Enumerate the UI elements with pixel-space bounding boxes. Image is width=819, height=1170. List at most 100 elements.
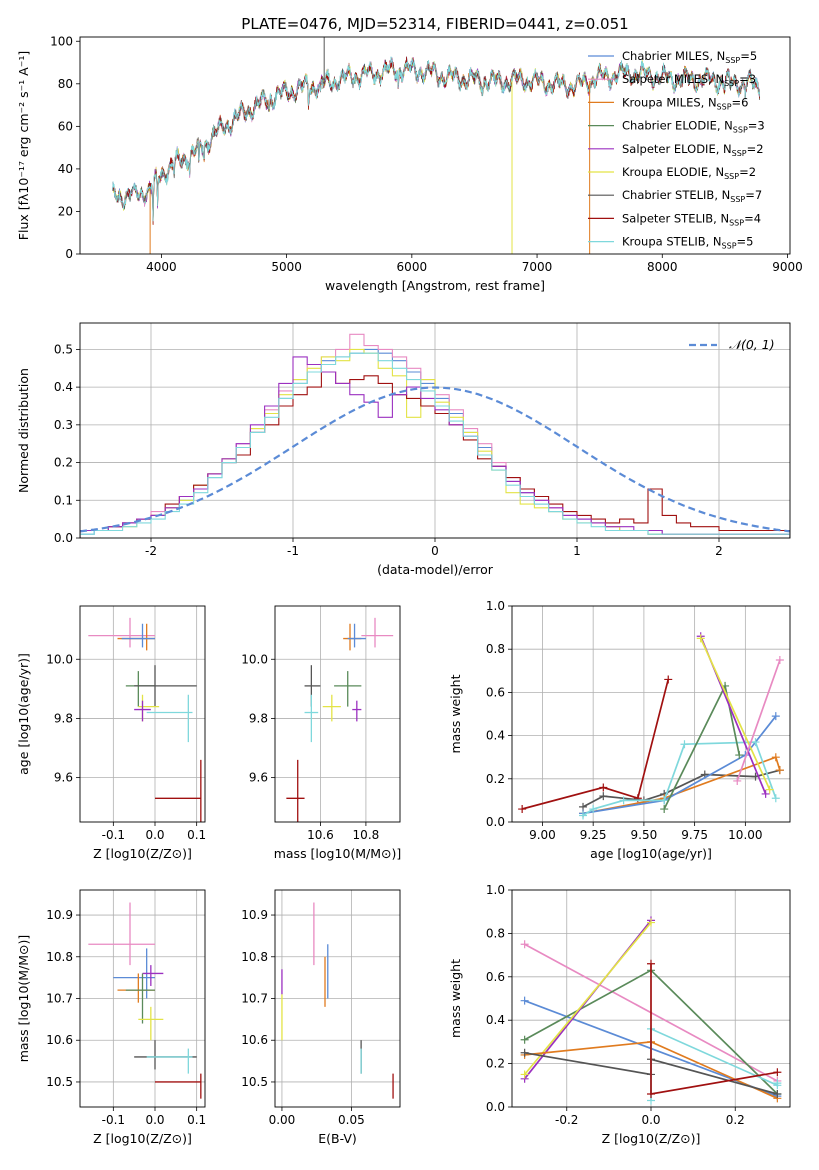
legend-entry-chabrier_stelib: Chabrier STELIB, NSSP=7 [622,188,762,204]
weight-marker [773,1089,782,1098]
x-tick-label: 8000 [647,260,678,274]
legend-text: Chabrier MILES, N [622,49,725,63]
weight-line-kroupa_elodie [523,921,652,1076]
weight-marker [520,1048,529,1057]
y-tick-label: 0.1 [54,493,73,507]
legend-suffix: =4 [744,211,761,225]
x-tick-label: 2 [715,544,723,558]
y-tick-label: 10.6 [46,1033,73,1047]
y-tick-label: 0.8 [486,926,505,940]
errorbar-point-chabrier_elodie [125,671,155,707]
legend-subscript: SSP [733,126,748,135]
weight-marker [773,1068,782,1077]
weight-marker [761,789,770,798]
y-tick-label: 1.0 [486,883,505,897]
axes-frame [274,889,401,1108]
errorbar-point-salpeter_miles [88,617,155,648]
legend-suffix: =2 [747,142,764,156]
weight-marker [660,796,669,805]
panel-age-vs-weight: 9.00 9.25 9.50 9.75 10.00 0.0 0.2 0.4 0.6 0.8 1.0 a… [448,599,791,861]
y-tick-label: 10.6 [241,1033,268,1047]
y-tick-label: 40 [58,162,73,176]
x-tick-label: 0.0 [145,828,164,842]
weight-marker [647,959,655,968]
axes-frame [79,605,206,823]
errorbar-point-salpeter_elodie [142,965,164,986]
errorbar-point-kroupa_stelib [146,694,193,743]
y-tick-label: 9.6 [54,771,73,785]
x-axis-label: E(B-V) [318,1131,357,1146]
weight-marker [599,792,608,801]
errorbar-point-kroupa_elodie [138,1006,164,1041]
x-axis-label: age [log10(age/yr)] [590,846,712,861]
weight-marker [771,794,780,803]
weight-marker [520,996,529,1005]
legend-entry-salpeter_miles: Salpeter MILES, NSSP=3 [622,72,756,88]
axes-frame [511,605,791,823]
errorbar-point-chabrier_miles [347,623,366,648]
x-axis-label: wavelength [Angstrom, rest frame] [325,278,545,293]
legend-entry-kroupa_miles: Kroupa MILES, NSSP=6 [622,95,748,111]
weight-line-salpeter_stelib [521,679,670,810]
panel-z-vs-weight: -0.2 0.0 0.2 0.0 0.2 0.4 0.6 0.8 1.0 Z [log10(Z/Z… [448,883,791,1146]
x-tick-label: 10.8 [353,828,380,842]
legend-subscript: SSP [732,149,747,158]
legend-text: Kroupa MILES, N [622,95,717,109]
legend-subscript: SSP [724,172,739,181]
y-tick-label: 100 [50,34,73,48]
errorbar-point-salpeter_elodie [352,700,362,722]
x-tick-label: 7000 [522,260,553,274]
legend-entry-kroupa_elodie: Kroupa ELODIE, NSSP=2 [622,165,756,181]
legend-subscript: SSP [725,56,740,65]
weight-marker [735,751,744,760]
x-tick-label: 0.05 [338,1113,365,1127]
panel-ebv-vs-mass: 0.00 0.05 10.5 10.6 10.7 10.8 10.9 E(B-V) [241,889,401,1146]
legend-entry-normal: 𝒩(0, 1) [729,337,775,352]
legend-suffix: =6 [732,95,749,109]
panel-residuals: -2 -1 0 1 2 0.0 0.1 0.2 0.3 0.4 0.5 (data-model)/er… [16,322,791,577]
errorbar-point-chabrier_stelib [134,665,197,707]
y-tick-label: 9.8 [54,711,73,725]
y-tick-label: 0.4 [486,1013,505,1027]
panel-z-vs-mass: -0.1 0.0 0.1 10.5 10.6 10.7 10.8 10.9 Z [log10(Z… [16,889,206,1146]
x-tick-label: 5000 [271,260,302,274]
errorbar-point-salpeter_miles [88,902,155,966]
weight-marker [660,805,669,814]
y-tick-label: 0.3 [54,418,73,432]
weight-marker [696,634,705,643]
errorbar-point-salpeter_stelib [155,759,202,822]
legend-text: Salpeter STELIB, N [622,211,729,225]
axes-frame [511,889,791,1108]
legend-text: Chabrier STELIB, N [622,188,730,202]
x-tick-label: 0.0 [641,1113,660,1127]
y-axis-label: mass weight [448,674,463,753]
y-tick-label: 0.5 [54,342,73,356]
legend-text: Salpeter ELODIE, N [622,142,732,156]
y-tick-label: 10.0 [46,652,73,666]
y-tick-label: 80 [58,77,73,91]
x-tick-label: 0.1 [187,828,206,842]
y-tick-label: 10.7 [241,992,268,1006]
errorbar-point-kroupa_miles [117,623,155,651]
errorbar-point-chabrier_miles [121,623,155,648]
y-tick-label: 0.0 [486,815,505,829]
x-tick-label: -1 [287,544,299,558]
x-tick-label: 10.00 [728,828,762,842]
x-axis-label: (data-model)/error [377,562,494,577]
legend-suffix: =5 [737,235,754,249]
x-tick-label: -0.2 [555,1113,578,1127]
x-axis-label: Z [log10(Z/Z⊙)] [602,1131,701,1146]
weight-marker [579,811,588,820]
weight-marker [751,738,760,747]
y-tick-label: 10.8 [46,950,73,964]
plot-area [281,902,394,1099]
weight-marker [647,1089,655,1098]
histogram-salpeter_stelib [80,371,790,538]
x-tick-label: 0.00 [269,1113,296,1127]
y-tick-label: 20 [58,204,73,218]
x-tick-label: 9.75 [681,828,708,842]
y-axis-label: Flux [fλ10⁻¹⁷ erg cm⁻² s⁻¹ A⁻¹] [16,51,31,240]
weight-marker [520,940,529,949]
plot-area [88,617,202,822]
axes-frame [79,889,206,1108]
